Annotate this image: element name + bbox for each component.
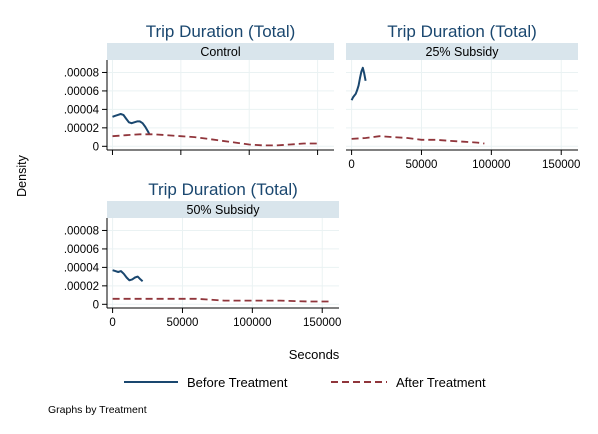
y-tick-label: 0 (93, 141, 99, 153)
series-before-treatment (350, 66, 367, 101)
panel-strip-label: 25% Subsidy (426, 45, 500, 59)
panel-strip (346, 43, 578, 60)
y-tick-label: .00006 (64, 244, 99, 256)
x-tick-label: 100000 (233, 317, 271, 329)
y-axis-label: Density (15, 154, 29, 196)
series-after-treatment (112, 133, 318, 147)
legend-label-after: After Treatment (396, 375, 486, 390)
panel-title: Trip Duration (Total) (387, 22, 537, 41)
panel-3: Trip Duration (Total) 50% Subsidy 0 .00002.… (64, 180, 342, 329)
x-tick-label: 150000 (303, 317, 341, 329)
y-tick-label: .00004 (64, 262, 100, 274)
y-tick-label: .00008 (64, 225, 99, 237)
panels: Trip Duration (Total) Control 0 .00002 .0000… (64, 22, 581, 329)
y-tick-label: .00002 (64, 123, 99, 135)
panel-2: Trip Duration (Total) 25% Subsidy 0 50000 10… (346, 22, 580, 171)
x-tick-label: 50000 (166, 317, 198, 329)
panel-strip-label: Control (200, 45, 240, 59)
panel-title: Trip Duration (Total) (146, 22, 296, 41)
x-tick-label: 0 (109, 317, 115, 329)
x-axis-label: Seconds (289, 347, 340, 362)
series-before-treatment (112, 269, 144, 282)
x-tick-label: 0 (348, 159, 354, 171)
series-after-treatment (351, 135, 485, 145)
y-tick-label: .00008 (64, 67, 99, 79)
series-after-treatment (112, 297, 330, 303)
panel-1: Trip Duration (Total) Control 0 .00002 .0000… (64, 22, 334, 155)
legend-label-before: Before Treatment (187, 375, 288, 390)
panel-strip (107, 201, 339, 218)
legend: Before Treatment After Treatment (124, 375, 486, 390)
y-tick-label: .00002 (64, 281, 99, 293)
series-before-treatment (112, 113, 151, 135)
panel-title: Trip Duration (Total) (148, 180, 298, 199)
panel-strip (107, 43, 334, 60)
graphs-by-note: Graphs by Treatment (48, 404, 147, 416)
x-tick-label: 100000 (472, 159, 510, 171)
y-tick-label: .00004 (64, 104, 100, 116)
x-tick-label: 150000 (542, 159, 580, 171)
y-tick-label: .00006 (64, 86, 99, 98)
y-tick-label: 0 (93, 299, 99, 311)
panel-strip-label: 50% Subsidy (187, 203, 261, 217)
x-tick-label: 50000 (405, 159, 437, 171)
